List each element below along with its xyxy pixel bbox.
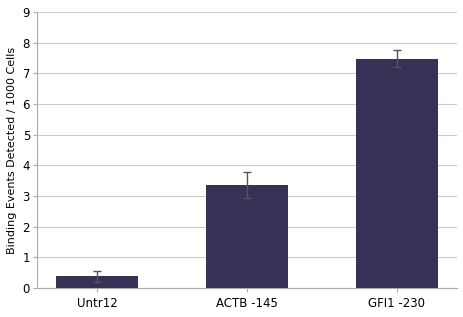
Bar <box>355 59 437 288</box>
Y-axis label: Binding Events Detected / 1000 Cells: Binding Events Detected / 1000 Cells <box>7 46 17 254</box>
Bar <box>206 184 288 288</box>
Bar <box>56 276 138 288</box>
